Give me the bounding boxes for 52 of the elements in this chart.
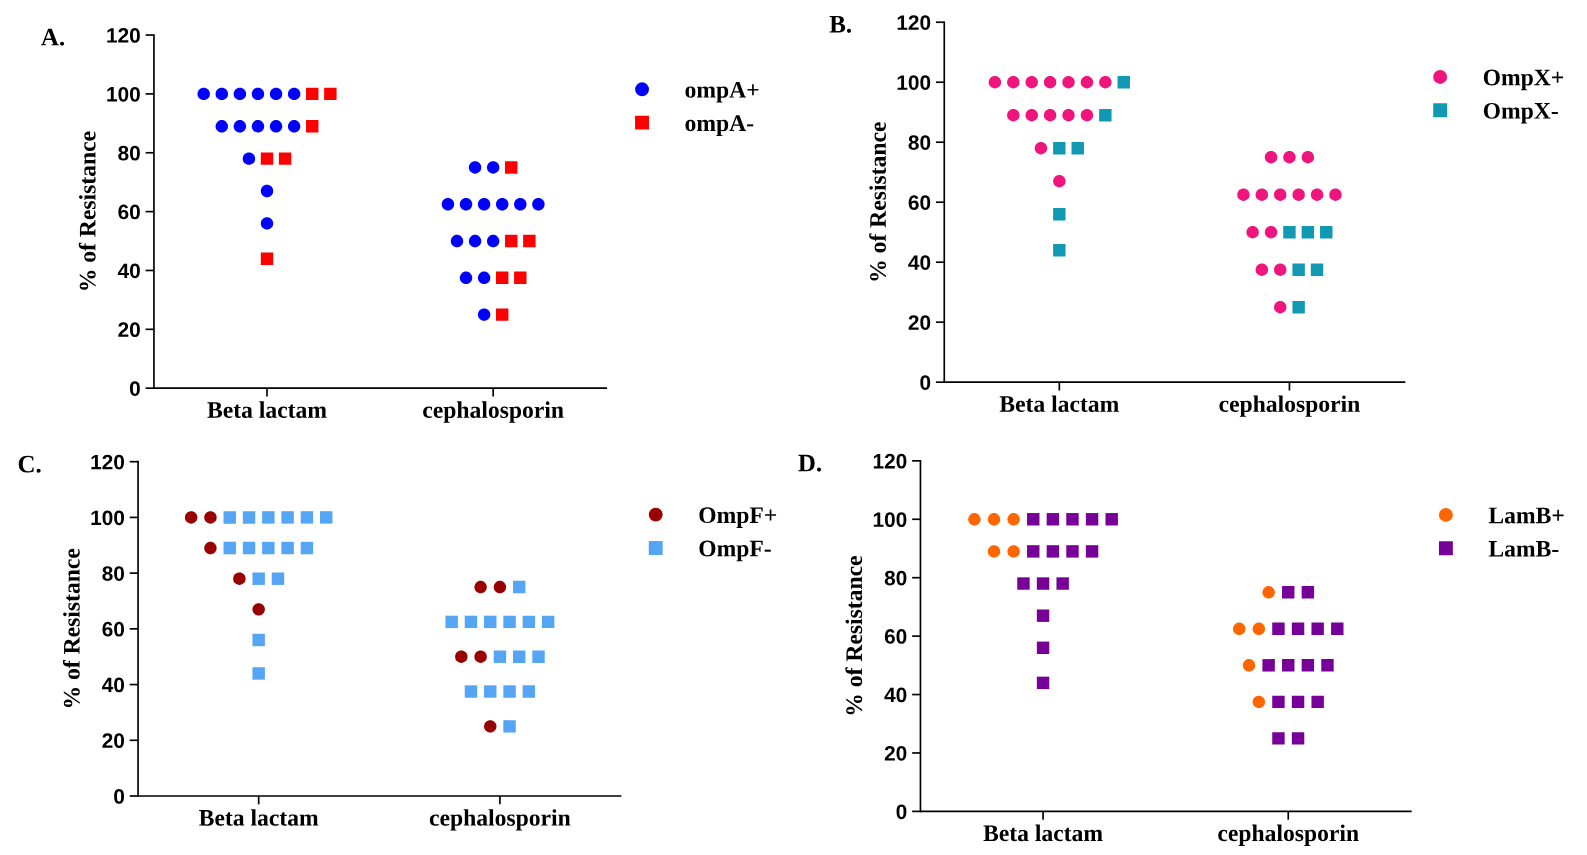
y-tick-label: 40 [102, 677, 125, 693]
legend-label: LamB- [1488, 541, 1559, 557]
y-tick-label: 80 [884, 570, 907, 586]
y-tick-label: 20 [102, 733, 125, 749]
y-tick-label: 100 [91, 510, 125, 526]
x-tick-label: cephalosporin [423, 401, 564, 423]
y-tick-label: 120 [873, 453, 907, 469]
legend-label: LamB+ [1488, 507, 1564, 524]
y-tick-label: 20 [118, 322, 140, 338]
y-axis-title: % of Resistance [869, 122, 887, 281]
x-tick-label: cephalosporin [1218, 824, 1359, 846]
x-tick-label: cephalosporin [429, 809, 571, 831]
chart-title: B. [829, 16, 852, 33]
y-tick-label: 60 [908, 195, 931, 210]
x-tick-label: Beta lactam [199, 809, 319, 826]
y-axis-title: % of Resistance [62, 548, 80, 708]
y-tick-label: 60 [118, 204, 140, 220]
legend-label: ompA- [685, 115, 754, 136]
y-tick-label: 100 [897, 75, 931, 90]
y-tick-label: 60 [102, 621, 125, 637]
y-axis-title: % of Resistance [78, 131, 96, 290]
y-tick-label: 80 [908, 135, 931, 150]
chart-title: C. [18, 455, 41, 473]
y-tick-label: 120 [897, 15, 931, 30]
y-tick-label: 80 [118, 145, 140, 161]
y-tick-label: 0 [920, 375, 931, 390]
legend-label: OmpX+ [1483, 69, 1564, 91]
chart-title: A. [41, 28, 65, 46]
y-tick-label: 0 [896, 804, 907, 820]
chart-title: D. [798, 454, 822, 472]
y-tick-label: 120 [91, 454, 125, 470]
y-tick-label: 40 [908, 255, 931, 270]
y-tick-label: 100 [107, 86, 140, 102]
x-tick-label: cephalosporin [1219, 395, 1360, 417]
legend-label: OmpF- [699, 540, 771, 562]
y-tick-label: 20 [884, 745, 907, 761]
y-tick-label: 80 [102, 566, 125, 581]
y-tick-label: 100 [873, 512, 907, 528]
legend-label: OmpF+ [699, 507, 777, 528]
legend-label: ompA+ [685, 81, 759, 103]
legend-label: OmpX- [1483, 102, 1558, 124]
x-tick-label: Beta lactam [207, 401, 327, 418]
y-tick-label: 40 [884, 687, 907, 703]
y-tick-label: 20 [908, 315, 931, 330]
y-tick-label: 0 [129, 381, 140, 396]
y-tick-label: 40 [117, 263, 140, 279]
y-tick-label: 120 [107, 28, 140, 43]
y-tick-label: 0 [114, 789, 125, 804]
y-tick-label: 60 [884, 629, 907, 644]
x-tick-label: Beta lactam [999, 395, 1119, 412]
x-tick-label: Beta lactam [983, 824, 1103, 842]
y-axis-title: % of Resistance [845, 556, 863, 715]
